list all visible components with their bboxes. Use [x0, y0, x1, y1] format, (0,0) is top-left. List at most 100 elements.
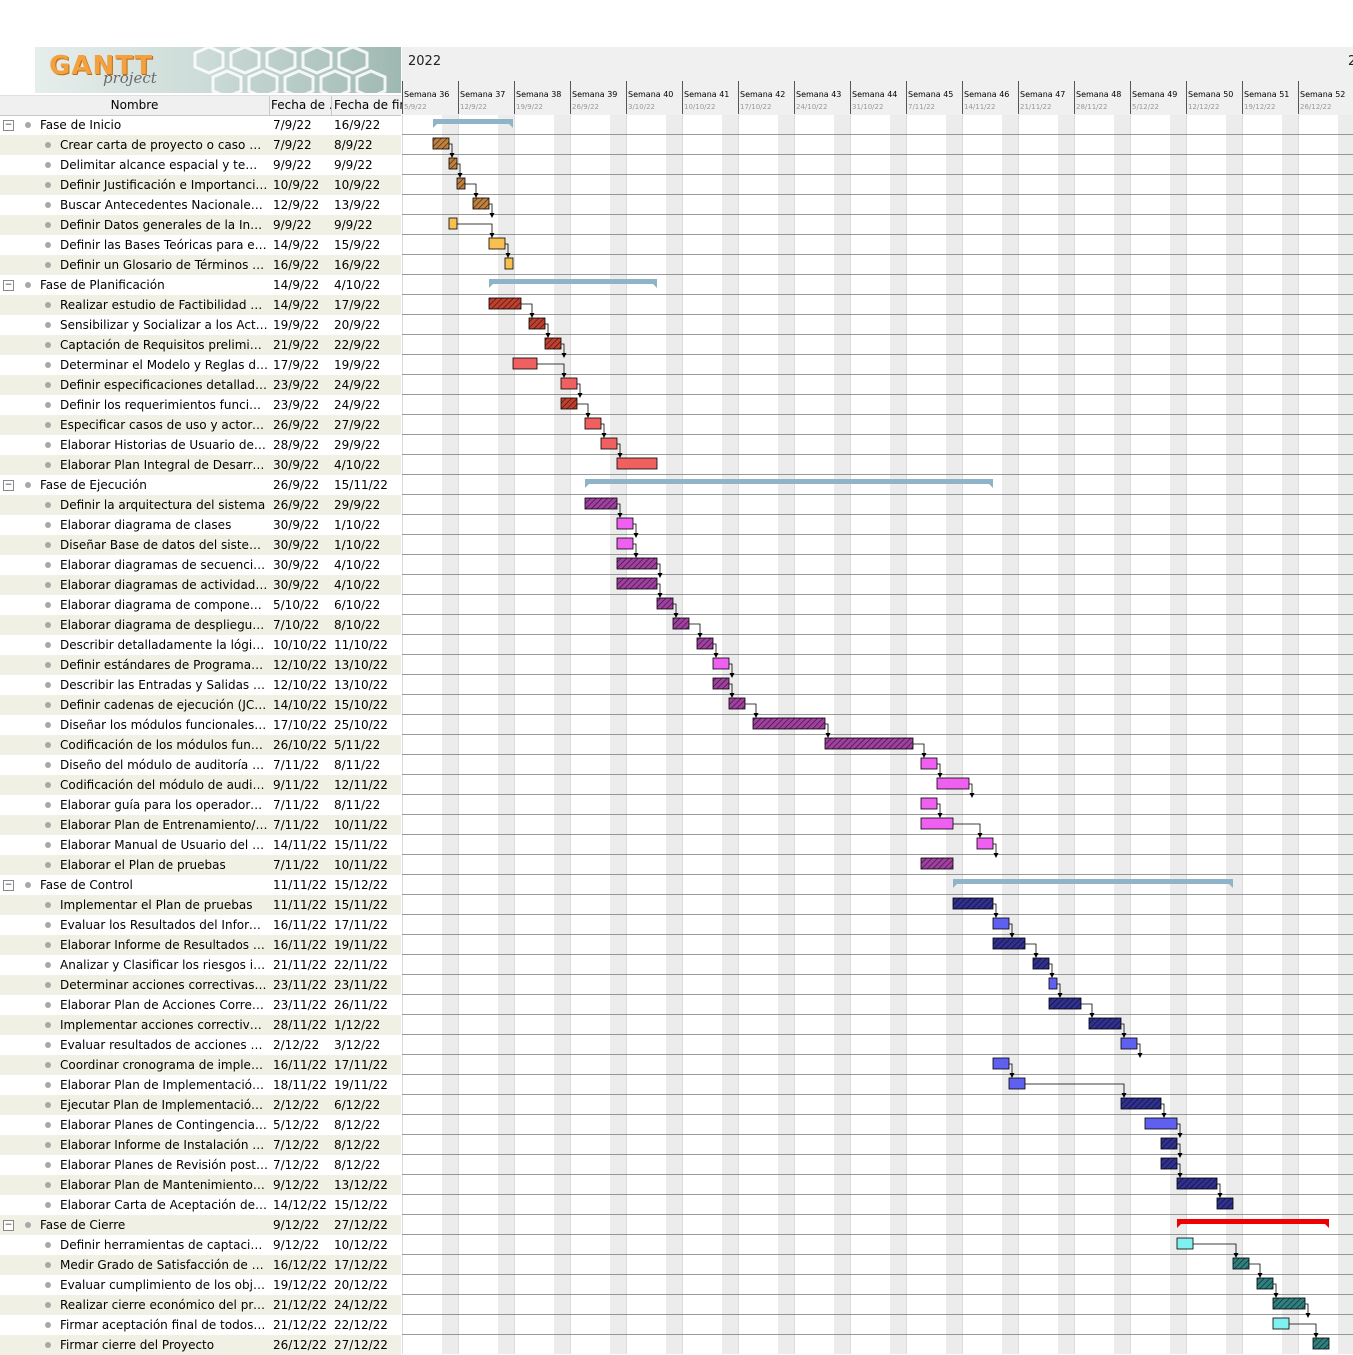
task-name: Fase de Inicio [40, 118, 122, 132]
task-row[interactable]: Elaborar Plan de Acciones Correctivas 23/… [0, 995, 401, 1015]
task-name: Fase de Ejecución [40, 478, 147, 492]
task-bar [1272, 1317, 1290, 1330]
task-row[interactable]: Elaborar Historias de Usuario del sistem… [0, 435, 401, 455]
collapse-toggle-icon[interactable]: − [3, 880, 14, 891]
task-row[interactable]: Determinar el Modelo y Reglas de negocio… [0, 355, 401, 375]
task-row[interactable]: Definir un Glosario de Términos específi… [0, 255, 401, 275]
task-bullet-icon [45, 1062, 51, 1068]
collapse-toggle-icon[interactable]: − [3, 120, 14, 131]
task-row[interactable]: Definir cadenas de ejecución (JCL, scrip… [0, 695, 401, 715]
dependency-arrow-icon [1273, 1293, 1279, 1298]
task-row[interactable]: Codificación del módulo de auditoría del… [0, 775, 401, 795]
task-row[interactable]: Crear carta de proyecto o caso de negoci… [0, 135, 401, 155]
task-start-date: 21/12/22 [273, 1318, 327, 1332]
task-row[interactable]: Elaborar Plan de Entrenamiento/Capacitac… [0, 815, 401, 835]
task-row[interactable]: Implementar el Plan de pruebas 11/11/22 15… [0, 895, 401, 915]
task-name: Diseñar Base de datos del sistema. [60, 538, 268, 552]
dependency-arrow-icon [1177, 1153, 1183, 1158]
task-row[interactable]: Codificación de los módulos funcionales 2… [0, 735, 401, 755]
task-row[interactable]: Elaborar Informe de Resultados del Plan … [0, 935, 401, 955]
task-name: Elaborar Historias de Usuario del sistem… [60, 438, 268, 452]
task-row[interactable]: Elaborar Planes de Contingencias para el… [0, 1115, 401, 1135]
task-row[interactable]: Elaborar Plan de Mantenimiento para el s… [0, 1175, 401, 1195]
task-row[interactable]: Elaborar diagramas de secuencia de robus… [0, 555, 401, 575]
task-row[interactable]: Elaborar Carta de Aceptación del Sistema… [0, 1195, 401, 1215]
task-start-date: 26/9/22 [273, 498, 320, 512]
task-row[interactable]: Analizar y Clasificar los riesgos identi… [0, 955, 401, 975]
task-row[interactable]: Definir Datos generales de la Institució… [0, 215, 401, 235]
task-row[interactable]: Elaborar Manual de Usuario del Sistema 14… [0, 835, 401, 855]
task-row[interactable]: Definir herramientas de captación de inf… [0, 1235, 401, 1255]
column-header-start[interactable]: Fecha de ... [270, 96, 332, 115]
task-row[interactable]: Definir especificaciones detalladas del … [0, 375, 401, 395]
task-end-date: 17/12/22 [334, 1258, 388, 1272]
task-start-date: 2/12/22 [273, 1038, 320, 1052]
task-start-date: 14/9/22 [273, 278, 320, 292]
task-row[interactable]: Elaborar diagramas de actividades del si… [0, 575, 401, 595]
collapse-toggle-icon[interactable]: − [3, 280, 14, 291]
task-row[interactable]: Diseñar Base de datos del sistema. 30/9/2… [0, 535, 401, 555]
task-row[interactable]: Elaborar Informe de Instalación del Sist… [0, 1135, 401, 1155]
task-bullet-icon [45, 982, 51, 988]
task-row[interactable]: Elaborar Planes de Revisión post-instala… [0, 1155, 401, 1175]
collapse-toggle-icon[interactable]: − [3, 1220, 14, 1231]
task-row[interactable]: Definir estándares de Programación y Bas… [0, 655, 401, 675]
task-row[interactable]: Realizar estudio de Factibilidad del Neg… [0, 295, 401, 315]
task-row[interactable]: Captación de Requisitos preliminares 21/9… [0, 335, 401, 355]
task-row[interactable]: Definir Justificación e Importancia del … [0, 175, 401, 195]
task-row[interactable]: Definir los requerimientos funcionales d… [0, 395, 401, 415]
phase-row[interactable]: − Fase de Inicio 7/9/22 16/9/22 [0, 115, 401, 135]
task-row[interactable]: Diseñar los módulos funcionales del sist… [0, 715, 401, 735]
task-bar-hatch [1161, 1138, 1177, 1149]
task-row[interactable]: Evaluar cumplimiento de los objetivos 19/… [0, 1275, 401, 1295]
task-row[interactable]: Evaluar resultados de acciones correctiv… [0, 1035, 401, 1055]
task-row[interactable]: Describir detalladamente la lógica del s… [0, 635, 401, 655]
task-row[interactable]: Definir la arquitectura del sistema 26/9/… [0, 495, 401, 515]
task-row[interactable]: Buscar Antecedentes Nacionales e Interna… [0, 195, 401, 215]
task-row[interactable]: Ejecutar Plan de Implementación/Instalac… [0, 1095, 401, 1115]
task-end-date: 29/9/22 [334, 438, 381, 452]
task-row[interactable]: Implementar acciones correctivas al sist… [0, 1015, 401, 1035]
task-row[interactable]: Elaborar Plan de Implementación del sist… [0, 1075, 401, 1095]
task-end-date: 17/11/22 [334, 918, 388, 932]
task-row[interactable]: Evaluar los Resultados del Informe de pr… [0, 915, 401, 935]
task-start-date: 9/12/22 [273, 1238, 320, 1252]
task-row[interactable]: Elaborar diagrama de despliegue del sist… [0, 615, 401, 635]
task-bullet-icon [45, 202, 51, 208]
task-row[interactable]: Elaborar Plan Integral de Desarrollo del… [0, 455, 401, 475]
task-row[interactable]: Coordinar cronograma de implementación 16… [0, 1055, 401, 1075]
task-start-date: 30/9/22 [273, 538, 320, 552]
task-row[interactable]: Elaborar diagrama de componentes del sis… [0, 595, 401, 615]
phase-row[interactable]: − Fase de Cierre 9/12/22 27/12/22 [0, 1215, 401, 1235]
task-row[interactable]: Sensibilizar y Socializar a los Actores … [0, 315, 401, 335]
dependency-line [617, 443, 621, 457]
task-row[interactable]: Medir Grado de Satisfacción de Usuarios 1… [0, 1255, 401, 1275]
task-row[interactable]: Diseño del módulo de auditoría para el s… [0, 755, 401, 775]
task-bullet-icon [25, 282, 31, 288]
task-start-date: 9/11/22 [273, 778, 320, 792]
phase-row[interactable]: − Fase de Ejecución 26/9/22 15/11/22 [0, 475, 401, 495]
task-row[interactable]: Elaborar el Plan de pruebas 7/11/22 10/11/… [0, 855, 401, 875]
task-row[interactable]: Describir las Entradas y Salidas (ficher… [0, 675, 401, 695]
task-row[interactable]: Especificar casos de uso y actores del s… [0, 415, 401, 435]
dependency-arrow-icon [1233, 1253, 1239, 1258]
task-bar-hatch [1089, 1018, 1121, 1029]
task-row[interactable]: Firmar cierre del Proyecto 26/12/22 27/12/… [0, 1335, 401, 1355]
column-header-name[interactable]: Nombre [0, 96, 270, 115]
dependency-arrow-icon [1089, 1013, 1095, 1018]
task-row[interactable]: Elaborar diagrama de clases 30/9/22 1/10/2… [0, 515, 401, 535]
task-row[interactable]: Firmar aceptación final de todos los ent… [0, 1315, 401, 1335]
task-row[interactable]: Delimitar alcance espacial y temporal de… [0, 155, 401, 175]
task-end-date: 16/9/22 [334, 258, 381, 272]
phase-row[interactable]: − Fase de Planificación 14/9/22 4/10/22 [0, 275, 401, 295]
task-start-date: 23/11/22 [273, 998, 327, 1012]
column-header-end[interactable]: Fecha de fin [334, 98, 402, 112]
phase-row[interactable]: − Fase de Control 11/11/22 15/12/22 [0, 875, 401, 895]
task-row[interactable]: Determinar acciones correctivas para los… [0, 975, 401, 995]
task-row[interactable]: Realizar cierre económico del proyecto 21… [0, 1295, 401, 1315]
collapse-toggle-icon[interactable]: − [3, 480, 14, 491]
dependency-arrow-icon [921, 753, 927, 758]
task-row[interactable]: Elaborar guía para los operadores del si… [0, 795, 401, 815]
task-bullet-icon [45, 762, 51, 768]
task-row[interactable]: Definir las Bases Teóricas para el Proye… [0, 235, 401, 255]
